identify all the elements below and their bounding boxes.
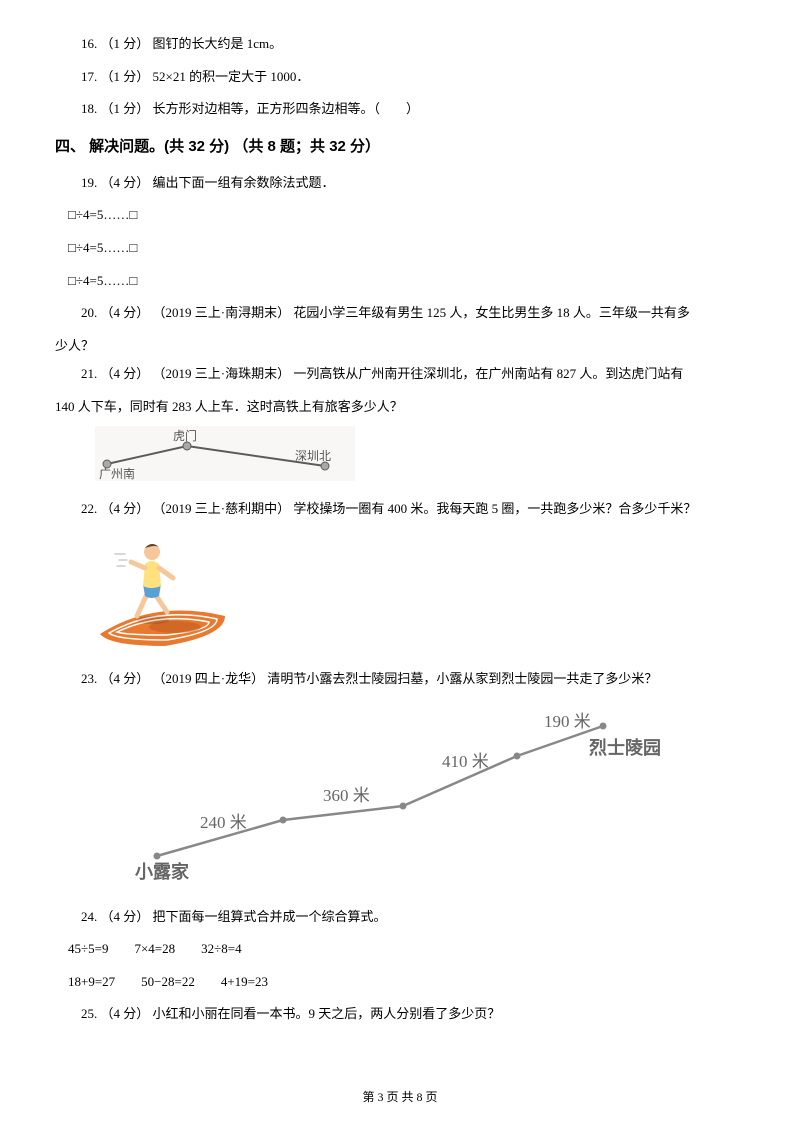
question-25: 25. （4 分） 小红和小丽在同看一本书。9 天之后，两人分别看了多少页？ bbox=[55, 1000, 745, 1029]
svg-text:深圳北: 深圳北 bbox=[295, 449, 331, 463]
svg-text:240 米: 240 米 bbox=[200, 813, 247, 832]
question-20-line-2: 少人？ bbox=[55, 332, 745, 361]
question-19: 19. （4 分） 编出下面一组有余数除法式题． bbox=[55, 169, 745, 198]
svg-text:410 米: 410 米 bbox=[442, 752, 489, 771]
svg-text:广州南: 广州南 bbox=[99, 466, 135, 481]
svg-text:烈士陵园: 烈士陵园 bbox=[589, 737, 661, 758]
question-21-line-2: 140 人下车，同时有 283 人上车．这时高铁上有旅客多少人？ bbox=[55, 393, 745, 422]
page-footer: 第 3 页 共 8 页 bbox=[0, 1084, 800, 1110]
svg-text:小露家: 小露家 bbox=[135, 861, 190, 882]
question-24: 24. （4 分） 把下面每一组算式合并成一个综合算式。 bbox=[55, 903, 745, 932]
svg-text:虎门: 虎门 bbox=[173, 428, 197, 443]
question-21-line-1: 21. （4 分） （2019 三上·海珠期末） 一列高铁从广州南开往深圳北，在… bbox=[55, 360, 745, 389]
question-19-eq-2: □÷4=5……□ bbox=[55, 234, 745, 263]
question-16: 16. （1 分） 图钉的长大约是 1cm。 bbox=[55, 30, 745, 59]
walking-path-svg: 小露家 烈士陵园 240 米 360 米 410 米 190 米 bbox=[115, 698, 675, 888]
question-24-row-2: 18+9=27 50−28=22 4+19=23 bbox=[55, 968, 745, 997]
question-19-eq-1: □÷4=5……□ bbox=[55, 201, 745, 230]
question-19-eq-3: □÷4=5……□ bbox=[55, 267, 745, 296]
question-23: 23. （4 分） （2019 四上·龙华） 清明节小露去烈士陵园扫墓，小露从家… bbox=[55, 665, 745, 694]
section-4-heading: 四、 解决问题。(共 32 分) （共 8 题；共 32 分） bbox=[55, 130, 745, 163]
question-20-line-1: 20. （4 分） （2019 三上·南浔期末） 花园小学三年级有男生 125 … bbox=[55, 299, 745, 328]
question-22: 22. （4 分） （2019 三上·慈利期中） 学校操场一圈有 400 米。我… bbox=[55, 495, 745, 524]
question-18: 18. （1 分） 长方形对边相等，正方形四条边相等。（ ） bbox=[55, 95, 745, 124]
runner-illustration bbox=[95, 534, 745, 660]
rail-map-diagram: 广州南 虎门深圳北 bbox=[95, 426, 745, 492]
svg-text:360 米: 360 米 bbox=[323, 786, 370, 805]
rail-map-svg: 广州南 虎门深圳北 bbox=[95, 426, 355, 481]
runner-svg bbox=[95, 534, 235, 649]
svg-text:190 米: 190 米 bbox=[544, 712, 591, 731]
walking-path-diagram: 小露家 烈士陵园 240 米 360 米 410 米 190 米 bbox=[115, 698, 745, 899]
question-24-row-1: 45÷5=9 7×4=28 32÷8=4 bbox=[55, 935, 745, 964]
question-17: 17. （1 分） 52×21 的积一定大于 1000． bbox=[55, 63, 745, 92]
